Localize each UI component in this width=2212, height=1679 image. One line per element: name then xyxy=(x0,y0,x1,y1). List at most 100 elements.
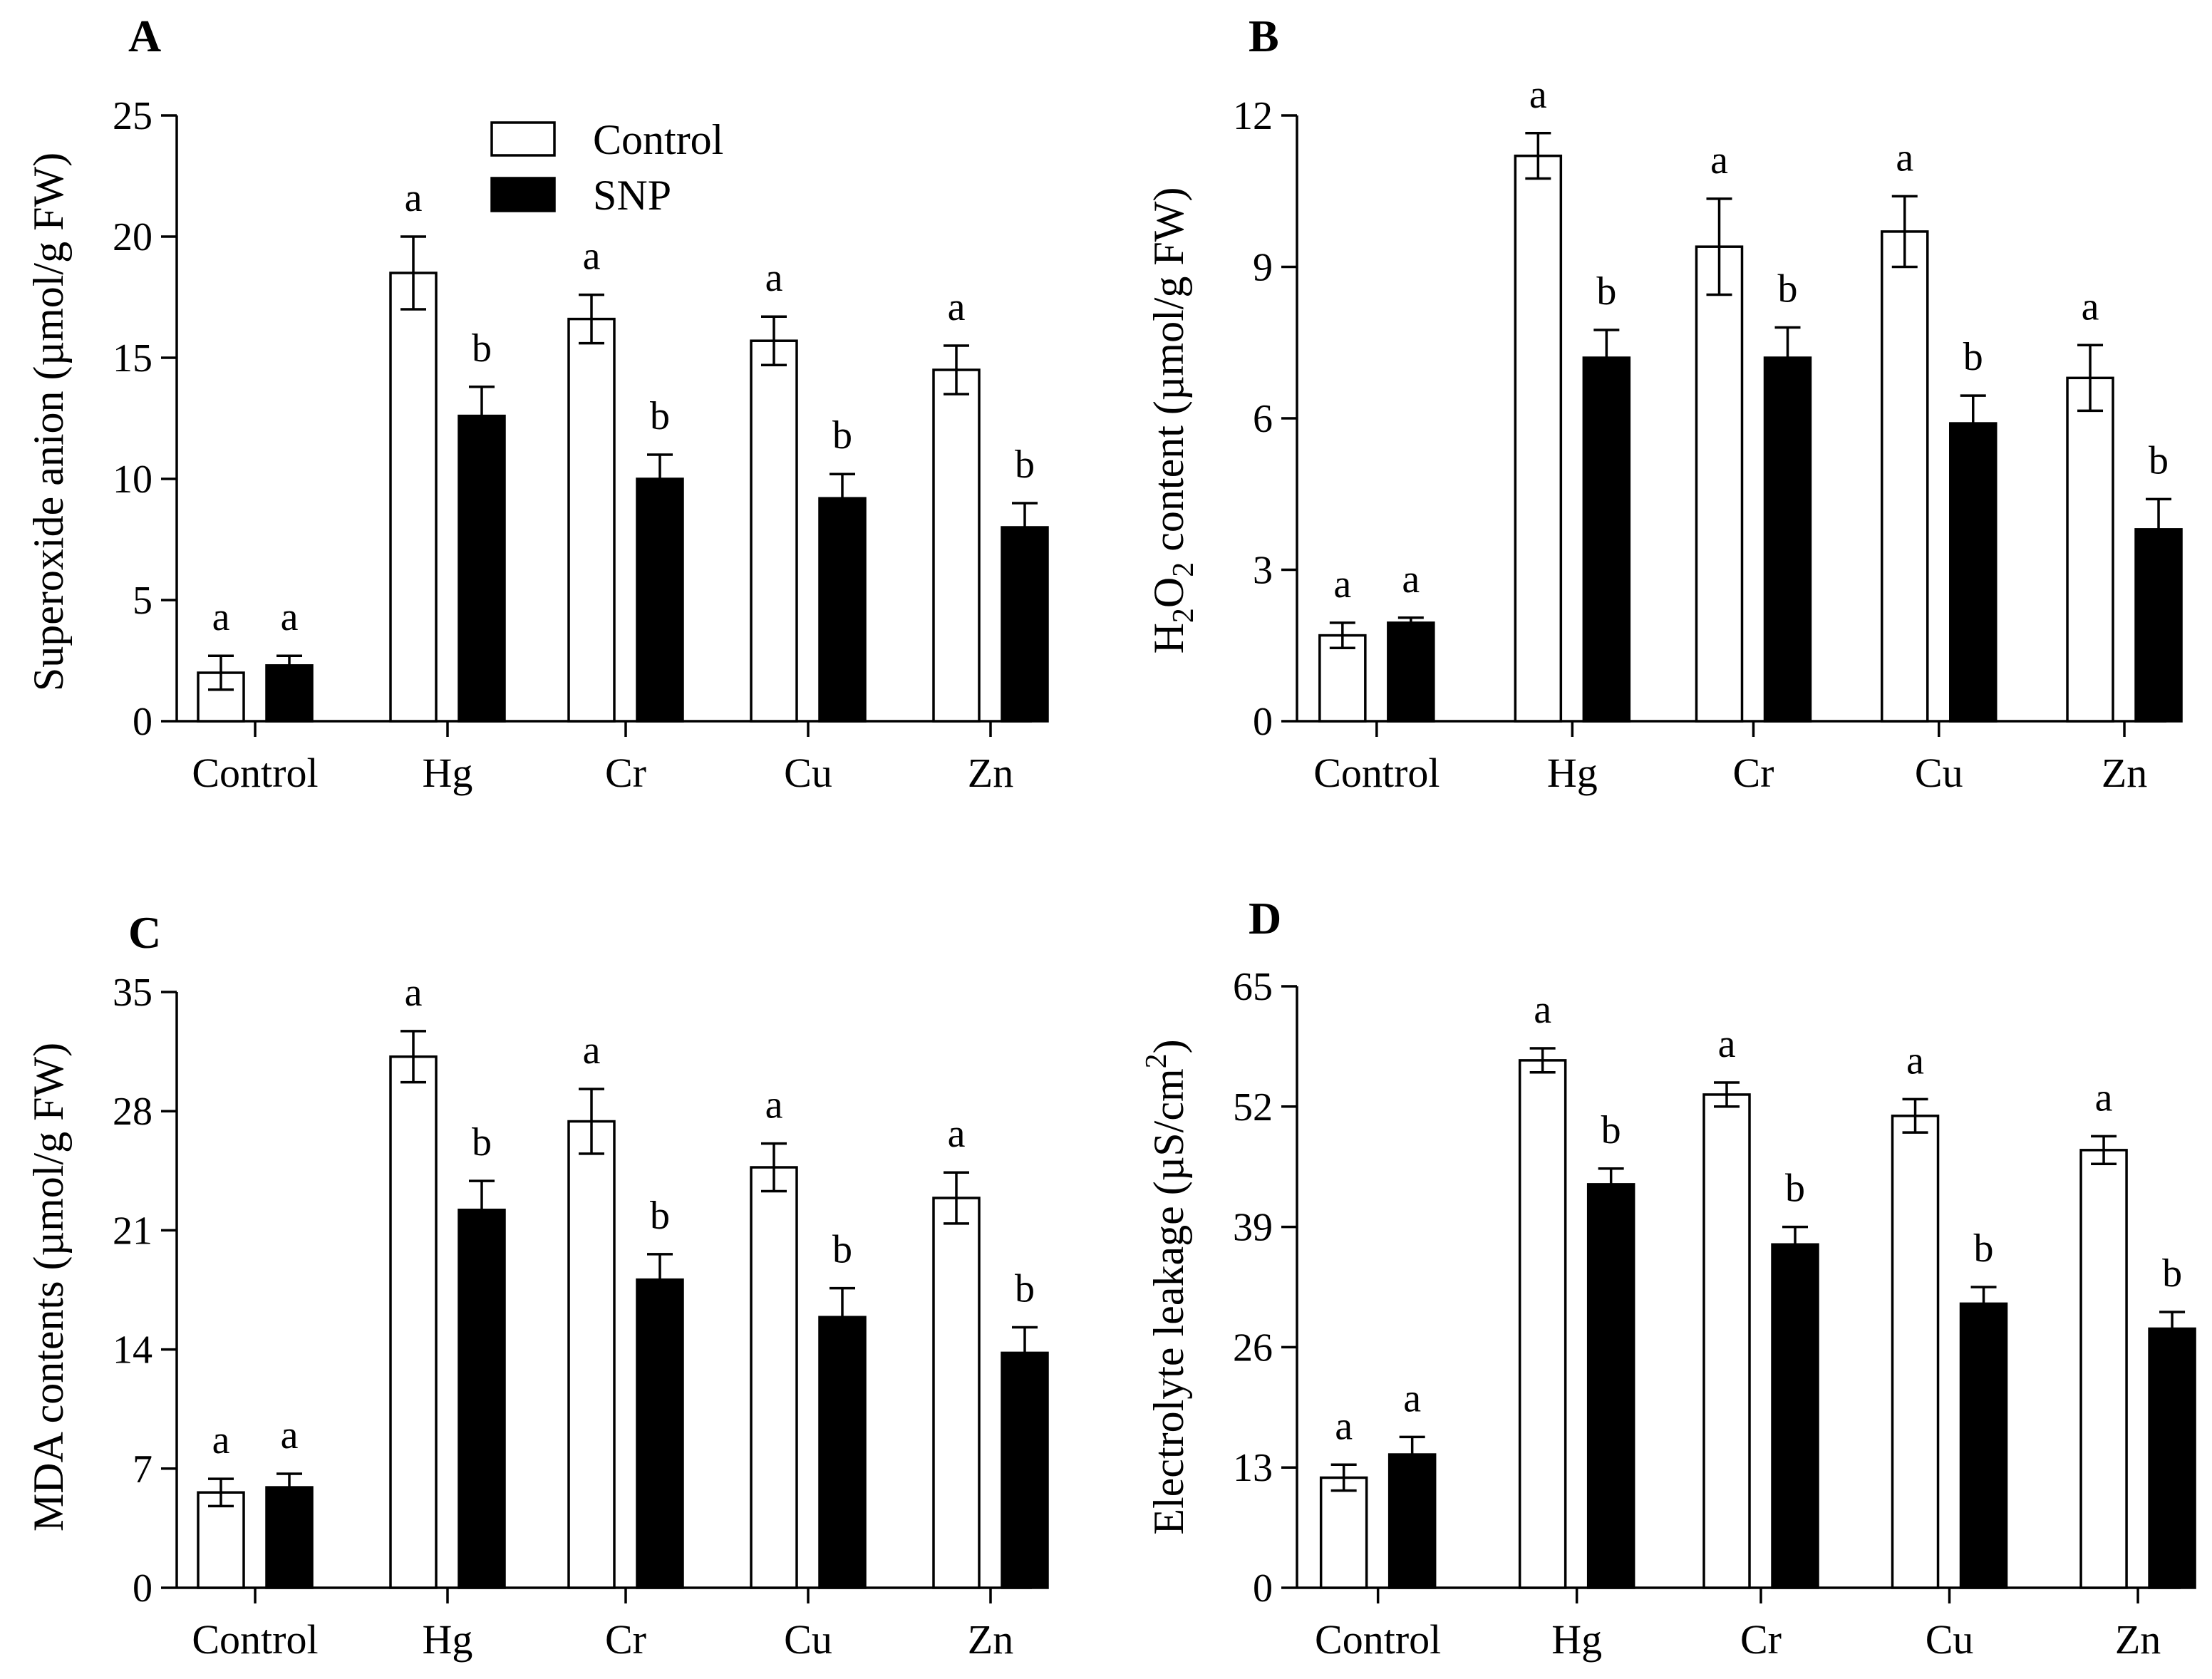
bar-d-snp xyxy=(2148,1327,2196,1589)
x-tick-label-a: Cu xyxy=(784,750,832,796)
significance-label-c: a xyxy=(405,971,423,1015)
bar-d-snp xyxy=(1387,1453,1437,1589)
significance-label-c: a xyxy=(765,1083,783,1127)
y-tick-label-b: 0 xyxy=(1253,700,1273,744)
panel-b: B H2O2 content (µmol/g FW) 036912Control… xyxy=(1145,11,2183,796)
y-tick-label-a: 15 xyxy=(113,336,153,381)
significance-label-b: b xyxy=(1596,269,1616,314)
bar-d-control xyxy=(1518,1059,1567,1589)
y-axis-title-b-part-3: content (µmol/g FW) xyxy=(1145,187,1192,562)
y-tick-label-d: 52 xyxy=(1233,1085,1273,1130)
bar-b-control xyxy=(1514,154,1563,723)
bar-b-snp xyxy=(2134,528,2183,723)
legend: Control SNP xyxy=(490,116,723,219)
x-tick-label-b: Cr xyxy=(1733,750,1774,796)
significance-label-d: a xyxy=(1718,1022,1736,1066)
y-tick-label-a: 0 xyxy=(133,700,153,744)
significance-label-c: a xyxy=(281,1413,299,1457)
bar-a-control xyxy=(389,272,438,723)
x-tick-label-c: Cr xyxy=(605,1616,646,1663)
significance-label-a: a xyxy=(281,595,299,639)
y-tick-label-a: 5 xyxy=(133,579,153,623)
y-tick-label-b: 3 xyxy=(1253,549,1273,593)
plot-area-c: 0 7 14 21 28 35 Control Hg Cr Cu Zn a a a a a a b b b b xyxy=(113,971,1049,1663)
significance-label-d: b xyxy=(1785,1167,1805,1211)
significance-label-b: b xyxy=(2149,438,2169,482)
significance-label-b: a xyxy=(1402,557,1420,601)
y-axis-title-a: Superoxide anion (µmol/g FW) xyxy=(25,153,72,691)
y-axis-title-d-part-2: ) xyxy=(1145,1039,1192,1053)
bar-d-snp xyxy=(1959,1302,2008,1589)
panel-letter-a: A xyxy=(128,11,161,61)
significance-label-b: a xyxy=(2082,284,2099,329)
legend-label-control: Control xyxy=(593,116,723,163)
significance-label-d: b xyxy=(1974,1226,1994,1271)
y-tick-label-d: 39 xyxy=(1233,1206,1273,1250)
x-tick-label-d: Cu xyxy=(1926,1616,1974,1663)
bar-c-snp xyxy=(1001,1351,1049,1589)
y-tick-label-d: 0 xyxy=(1253,1566,1273,1611)
x-tick-label-d: Hg xyxy=(1551,1616,1602,1663)
bar-b-snp xyxy=(1763,356,1812,723)
significance-label-d: b xyxy=(2162,1251,2182,1296)
x-tick-label-a: Zn xyxy=(968,750,1013,796)
x-tick-label-a: Cr xyxy=(605,750,646,796)
bar-c-snp xyxy=(818,1316,867,1589)
bar-b-snp xyxy=(1582,356,1631,723)
x-tick-label-c: Zn xyxy=(968,1616,1013,1663)
y-tick-label-b: 12 xyxy=(1233,94,1273,138)
y-tick-label-c: 7 xyxy=(133,1447,153,1492)
y-axis-title-d-part-1: Electrolyte leakage (µS/cm xyxy=(1145,1068,1192,1534)
bar-b-snp xyxy=(1387,621,1435,723)
significance-label-c: b xyxy=(650,1194,670,1238)
bar-a-snp xyxy=(1001,526,1049,723)
x-tick-label-c: Hg xyxy=(423,1616,473,1663)
bar-b-control xyxy=(1695,245,1744,723)
bar-c-snp xyxy=(265,1486,314,1589)
y-axis-title-b-sub-1: 2 xyxy=(1167,608,1200,623)
y-tick-label-b: 6 xyxy=(1253,397,1273,441)
bar-d-control xyxy=(1319,1476,1368,1589)
significance-label-a: b xyxy=(832,413,852,458)
panel-letter-b: B xyxy=(1249,11,1279,61)
panel-c: C MDA contents (µmol/g FW) 0 7 14 21 28 35 Con… xyxy=(25,907,1049,1663)
significance-label-c: b xyxy=(832,1228,852,1272)
bar-a-snp xyxy=(458,414,506,723)
significance-label-c: b xyxy=(472,1120,492,1164)
x-tick-label-b: Cu xyxy=(1915,750,1963,796)
y-tick-label-b: 9 xyxy=(1253,246,1273,290)
y-axis-title-b-part-2: O xyxy=(1145,577,1192,608)
significance-label-d: b xyxy=(1601,1108,1621,1152)
bar-c-snp xyxy=(458,1208,506,1589)
panel-letter-d: D xyxy=(1249,893,1281,944)
x-tick-label-d: Cr xyxy=(1740,1616,1782,1663)
significance-label-a: b xyxy=(650,394,670,438)
significance-label-a: a xyxy=(583,234,601,279)
x-tick-label-c: Control xyxy=(192,1616,318,1663)
y-axis-title-b-part-1: H xyxy=(1145,623,1192,653)
y-tick-label-d: 26 xyxy=(1233,1326,1273,1370)
y-axis-title-d-sup: 2 xyxy=(1140,1053,1173,1068)
significance-label-a: a xyxy=(405,176,423,220)
legend-swatch-control xyxy=(490,121,556,157)
plot-area-b: 0 3 6 9 12 Control Hg Cr Cu Zn a a a a a a b b b b xyxy=(1233,73,2183,796)
panel-d: D Electrolyte leakage (µS/cm2) 0 13 26 39 52… xyxy=(1140,893,2196,1663)
panel-a: A Superoxide anion (µmol/g FW) 0 5 10 15 20 2… xyxy=(25,11,1049,796)
significance-label-d: a xyxy=(1403,1376,1421,1420)
bar-b-control xyxy=(2066,376,2114,723)
y-tick-label-d: 13 xyxy=(1233,1446,1273,1490)
y-tick-label-a: 20 xyxy=(113,215,153,259)
significance-label-d: a xyxy=(2095,1075,2113,1120)
y-axis-title-c: MDA contents (µmol/g FW) xyxy=(25,1043,72,1531)
bar-c-control xyxy=(750,1166,798,1589)
significance-label-d: a xyxy=(1534,988,1551,1032)
bar-d-control xyxy=(1702,1093,1751,1589)
bar-c-control xyxy=(932,1197,981,1589)
significance-label-c: a xyxy=(948,1112,966,1156)
bar-c-control xyxy=(567,1120,616,1589)
legend-swatch-snp xyxy=(490,177,556,212)
y-tick-label-c: 35 xyxy=(113,971,153,1015)
plot-area-a: 0 5 10 15 20 25 Control Hg Cr Cu Zn a a a a a a b b b b xyxy=(113,94,1049,796)
significance-label-c: b xyxy=(1015,1267,1035,1311)
